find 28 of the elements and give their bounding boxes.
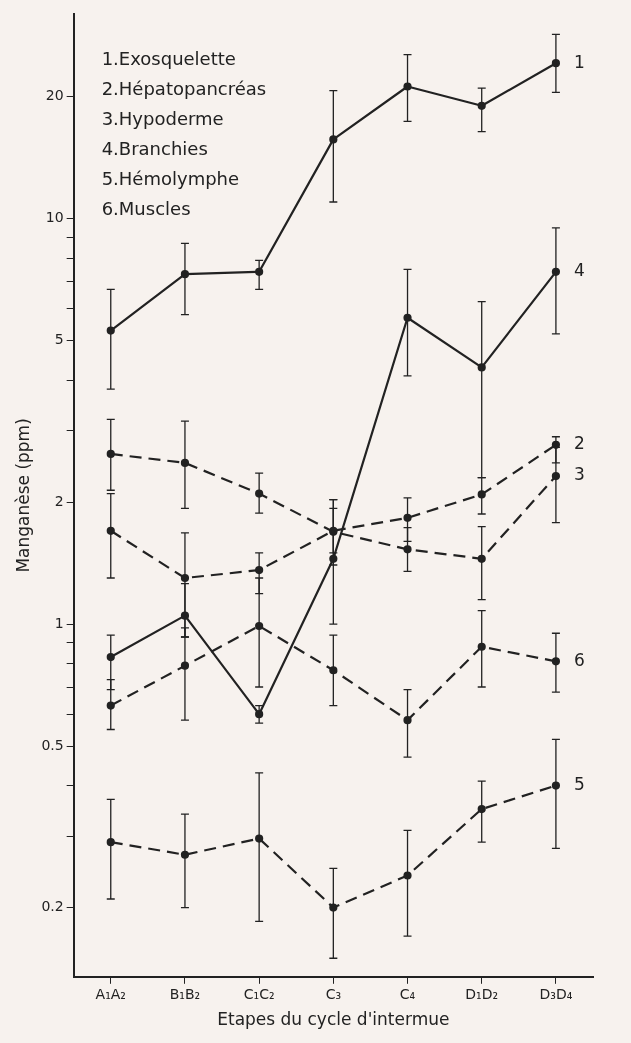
y-tick-label: 10: [45, 209, 64, 226]
series-label: 1: [573, 51, 585, 72]
annotation: 6.Muscles: [101, 197, 191, 219]
series-label: 6: [573, 649, 585, 670]
annotation: 4.Branchies: [101, 137, 208, 159]
annotation: 2.Hépatopancréas: [101, 77, 267, 99]
y-tick-label: 0.2: [41, 898, 64, 915]
annotation: 5.Hémolymphe: [101, 167, 240, 189]
y-tick-label: 20: [45, 87, 64, 104]
series-label: 2: [573, 433, 585, 454]
y-tick-label: 2: [54, 492, 64, 509]
annotation: 1.Exosquelette: [101, 47, 236, 69]
series-label: 4: [573, 260, 585, 281]
x-tick-label: D₃D₄: [539, 985, 573, 1002]
x-axis-title: Etapes du cycle d'intermue: [217, 1009, 450, 1030]
x-tick-label: D₁D₂: [465, 985, 499, 1002]
x-tick-label: C₃: [325, 985, 342, 1002]
y-tick-label: 5: [54, 331, 64, 348]
x-tick-label: C₁C₂: [243, 985, 275, 1002]
y-tick-label: 1: [54, 614, 64, 631]
y-axis-title: Manganèse (ppm): [12, 418, 33, 573]
y-tick-label: 0.5: [41, 736, 64, 753]
x-tick-label: B₁B₂: [169, 985, 201, 1002]
annotation: 3.Hypoderme: [101, 107, 224, 129]
series-label: 3: [573, 464, 585, 485]
x-tick-label: A₁A₂: [95, 985, 126, 1002]
x-tick-label: C₄: [399, 985, 416, 1002]
series-label: 5: [573, 773, 585, 794]
